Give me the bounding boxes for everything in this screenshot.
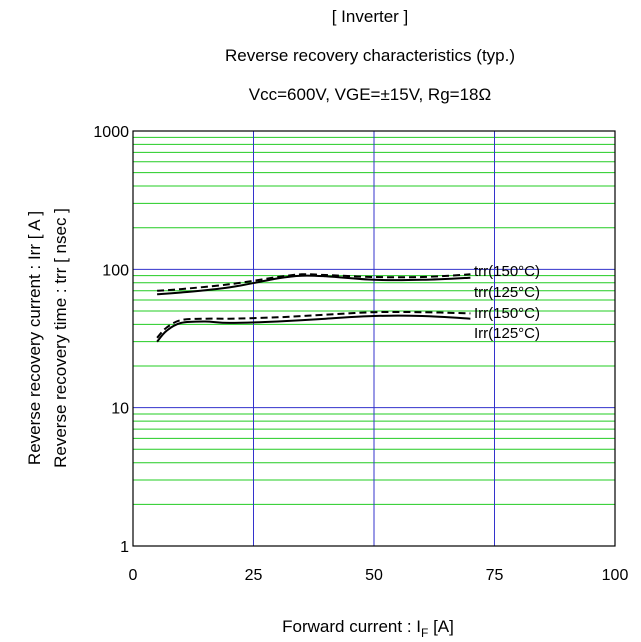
series-line-3 — [156, 314, 471, 343]
series-line-2 — [156, 310, 471, 339]
series-line-0 — [157, 273, 471, 292]
x-tick-label: 25 — [245, 567, 263, 584]
chart-title-line-2: Reverse recovery characteristics (typ.) — [225, 46, 515, 65]
y-axis-label-current: Reverse recovery current : Irr [ A ] — [25, 211, 44, 465]
series-labels: trr(150°C) trr(125°C) Irr(150°C) Irr(125°C) — [474, 263, 540, 342]
y-tick-label: 1000 — [93, 124, 129, 141]
series-lines — [156, 273, 471, 343]
x-tick-label: 0 — [129, 567, 138, 584]
series-label-0: trr(150°C) — [474, 263, 540, 280]
grid — [132, 130, 616, 547]
chart-titles: [ Inverter ] Reverse recovery characteri… — [225, 7, 515, 104]
y-tick-labels: 1 10 100 1000 — [93, 124, 129, 556]
series-label-2: Irr(150°C) — [474, 305, 540, 322]
y-axis-label-time: Reverse recovery time : trr [ nsec ] — [51, 208, 70, 468]
x-tick-label: 50 — [365, 567, 383, 584]
x-tick-labels: 0 25 50 75 100 — [129, 567, 629, 584]
chart-title-line-3: Vcc=600V, VGE=±15V, Rg=18Ω — [249, 85, 491, 104]
y-tick-label: 1 — [120, 539, 129, 556]
x-axis-label: Forward current : IF [A] — [282, 617, 454, 640]
x-tick-label: 100 — [602, 567, 629, 584]
series-line-1 — [157, 274, 471, 296]
chart-title-line-1: [ Inverter ] — [332, 7, 409, 26]
series-label-3: Irr(125°C) — [474, 325, 540, 342]
x-tick-label: 75 — [486, 567, 504, 584]
y-tick-label: 10 — [111, 401, 129, 418]
series-label-1: trr(125°C) — [474, 284, 540, 301]
y-tick-label: 100 — [102, 262, 129, 279]
plot-frame — [132, 130, 616, 547]
